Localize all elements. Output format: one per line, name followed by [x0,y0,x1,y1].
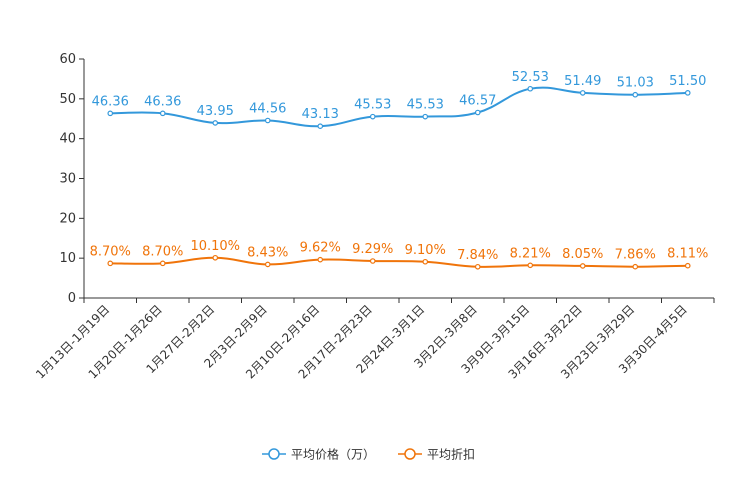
data-label: 45.53 [354,98,391,113]
series-point[interactable] [632,91,639,98]
series-line-1 [110,256,688,268]
legend[interactable]: 平均价格（万） 平均折扣 [262,447,475,462]
series-point[interactable] [264,117,271,124]
data-label: 7.84% [457,248,498,263]
data-label: 8.21% [510,246,551,261]
series-point[interactable] [317,123,324,129]
data-label: 43.95 [197,104,234,119]
y-tick-label: 0 [68,291,76,306]
series-point[interactable] [684,90,691,96]
legend-item-0[interactable]: 平均价格（万） [262,447,375,462]
series-point[interactable] [369,258,376,264]
legend-label: 平均折扣 [427,447,475,462]
data-label: 8.05% [562,247,603,262]
y-tick-label: 30 [59,172,76,187]
series-point[interactable] [422,258,429,265]
data-label: 9.29% [352,242,393,257]
data-label: 8.11% [667,247,708,262]
series-point[interactable] [527,262,534,269]
series-point[interactable] [474,263,481,270]
data-label: 46.36 [144,94,181,109]
series-point[interactable] [579,90,586,96]
y-tick-label: 60 [59,52,76,67]
y-tick-label: 20 [59,211,76,226]
series-point[interactable] [107,110,114,117]
data-label: 9.62% [300,241,341,256]
series-layer [107,85,691,270]
series-point[interactable] [527,85,534,92]
data-label: 52.53 [512,70,549,85]
data-label: 51.03 [617,76,654,91]
data-label: 7.86% [615,248,656,263]
data-label: 51.49 [564,74,601,89]
data-label: 46.36 [92,94,129,109]
series-point[interactable] [212,254,219,261]
data-label: 44.56 [249,102,286,117]
data-labels: 46.36 46.36 43.95 44.56 43.13 45.53 45.53 46.57… [90,70,709,263]
data-label: 45.53 [407,98,444,113]
data-label: 51.50 [669,74,706,89]
series-point[interactable] [159,260,166,267]
data-label: 46.57 [459,93,496,108]
series-point[interactable] [684,262,691,269]
legend-label: 平均价格（万） [291,447,375,462]
series-point[interactable] [317,256,324,263]
data-label: 8.43% [247,245,288,260]
series-point[interactable] [264,261,271,268]
series-point[interactable] [107,260,114,267]
legend-item-1[interactable]: 平均折扣 [398,447,475,462]
series-point[interactable] [369,113,376,120]
series-point[interactable] [632,263,639,270]
data-label: 8.70% [90,244,131,259]
series-point[interactable] [579,263,586,269]
y-tick-label: 40 [59,132,76,147]
legend-marker-icon [268,448,280,460]
data-label: 43.13 [302,107,339,122]
legend-marker-icon [404,448,416,460]
data-label: 8.70% [142,244,183,259]
y-tick-label: 50 [59,92,76,107]
data-label: 10.10% [190,239,240,254]
series-point[interactable] [422,113,429,120]
data-label: 9.10% [405,243,446,258]
series-point[interactable] [212,120,219,126]
series-line-0 [110,86,688,128]
y-tick-label: 10 [59,251,76,266]
series-point[interactable] [474,109,481,116]
series-point[interactable] [159,110,166,117]
